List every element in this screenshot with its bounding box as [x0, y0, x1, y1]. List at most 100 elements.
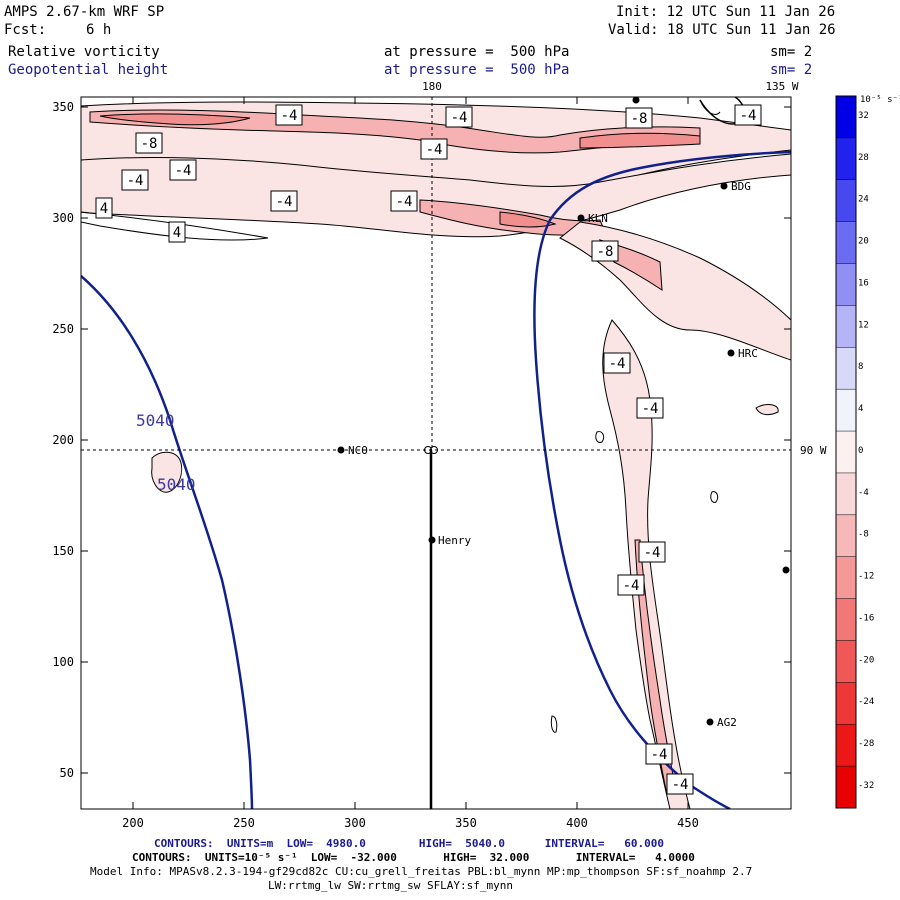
plot-frame	[80, 96, 792, 810]
contour-label: -8	[597, 244, 614, 260]
y-tick-label: 300	[52, 211, 74, 225]
colorbar-swatch	[836, 263, 856, 306]
colorbar-swatch	[836, 682, 856, 725]
footer-physics: LW:rrtmg_lw SW:rrtmg_sw SFLAY:sf_mynn	[268, 879, 514, 892]
vorticity-tail-south	[602, 319, 691, 809]
colorbar-swatch	[836, 766, 856, 808]
colorbar-tick-label: 24	[858, 195, 869, 205]
height-contour-west	[81, 275, 254, 809]
contour-label: 4	[100, 201, 108, 217]
contour-label: -4	[651, 747, 668, 763]
colorbar-tick-label: 20	[858, 237, 869, 247]
colorbar-tick-label: -12	[858, 572, 874, 582]
right-label-90w: 90 W	[800, 444, 827, 457]
colorbar-swatch	[836, 96, 856, 138]
station-label: AG2	[717, 716, 737, 729]
tick-labels: 200 250 300 350 400 450 50 100 150 200 2…	[52, 80, 827, 830]
height-label: 5040	[136, 411, 175, 430]
vorticity-band-north-strong	[99, 113, 251, 126]
height-label: 5040	[157, 475, 196, 494]
footer-height-contours: CONTOURS: UNITS=m LOW= 4980.0 HIGH= 5040…	[154, 837, 664, 850]
valid-time: Valid: 18 UTC Sun 11 Jan 26	[608, 22, 836, 38]
colorbar-tick-label: 12	[858, 320, 869, 330]
colorbar-tick-label: -8	[858, 530, 869, 540]
vorticity-patch-west	[151, 451, 183, 493]
contour-label: -4	[396, 194, 413, 210]
y-tick-label: 250	[52, 322, 74, 336]
station-marker-unlabeled	[632, 96, 640, 104]
colorbar-unit: 10⁻⁵ s⁻¹	[860, 95, 900, 105]
vorticity-patch-sw-2	[595, 431, 605, 443]
contour-label: -4	[609, 356, 626, 372]
vorticity-band-mid	[81, 153, 791, 238]
station-marker-pole-2	[430, 446, 438, 454]
colorbar-tick-labels: 32 28 24 20 16 12 8 4 0 -4 -8 -12 -16 -20 -24 -28 -32	[858, 111, 874, 791]
vorticity-labels: -4 -4 -8 -8 -4 -4 -4 -4 -4 4 4 -4 -8 -4 …	[95, 104, 762, 795]
contour-label: -4	[281, 108, 298, 124]
vorticity-patch-n	[699, 99, 721, 115]
top-label-135w: 135 W	[765, 80, 798, 93]
forecast-label: Fcst:	[4, 22, 47, 38]
contour-label: 4	[173, 225, 181, 241]
station-label: Henry	[438, 534, 471, 547]
stations: NCO Henry KLN BDG HRC AG2	[337, 96, 790, 729]
station-label: BDG	[731, 180, 751, 193]
colorbar-tick-label: 0	[858, 446, 863, 456]
vorticity-patch-southwest	[550, 715, 558, 733]
vorticity-band-north-strong-2	[579, 132, 701, 149]
colorbar-tick-label: 16	[858, 278, 869, 288]
colorbar-swatch	[836, 179, 856, 222]
y-tick-label: 50	[60, 766, 74, 780]
top-label-180: 180	[422, 80, 442, 93]
colorbar-tick-label: -20	[858, 655, 874, 665]
field2-name: Geopotential height	[8, 62, 169, 78]
colorbar-swatch	[836, 137, 856, 180]
vorticity-shading	[81, 97, 791, 809]
colorbar-tick-label: -32	[858, 781, 874, 791]
vorticity-patch-se	[710, 491, 719, 503]
contour-label: -4	[175, 163, 192, 179]
station-marker	[428, 536, 436, 544]
colorbar-tick-label: 32	[858, 111, 869, 121]
footer-model-info: Model Info: MPASv8.2.3-194-gf29cd82c CU:…	[90, 865, 753, 878]
contour-label: -4	[740, 108, 757, 124]
field1-name: Relative vorticity	[8, 44, 160, 60]
contour-label: -4	[451, 110, 468, 126]
x-tick-label: 400	[566, 816, 588, 830]
x-tick-label: 250	[233, 816, 255, 830]
field2-level: at pressure = 500 hPa	[384, 62, 570, 78]
colorbar-tick-label: 4	[858, 404, 863, 414]
colorbar-swatch	[836, 431, 856, 473]
station-label: KLN	[588, 212, 608, 225]
colorbar-swatch	[836, 389, 856, 432]
colorbar-tick-label: -4	[858, 488, 869, 498]
init-time: Init: 12 UTC Sun 11 Jan 26	[616, 4, 836, 20]
colorbar-swatch	[836, 472, 856, 515]
vorticity-patch-e	[755, 404, 779, 416]
x-tick-label: 200	[122, 816, 144, 830]
station-marker	[720, 182, 728, 190]
colorbar-tick-label: -16	[858, 613, 874, 623]
station-marker	[727, 349, 735, 357]
y-tick-label: 200	[52, 433, 74, 447]
field1-level: at pressure = 500 hPa	[384, 44, 570, 60]
contour-label: -8	[631, 111, 648, 127]
colorbar: 10⁻⁵ s⁻¹ 32 28 24 20 16 12 8 4 0 -4 -8 -12 -16 -20 -24…	[835, 95, 900, 809]
station-marker	[706, 718, 714, 726]
colorbar-tick-label: -28	[858, 739, 874, 749]
colorbar-swatch	[836, 598, 856, 641]
colorbar-tick-label: -24	[858, 697, 874, 707]
y-tick-label: 150	[52, 544, 74, 558]
colorbar-swatches	[836, 96, 856, 809]
x-tick-label: 450	[677, 816, 699, 830]
colorbar-swatch	[836, 305, 856, 348]
contour-label: -4	[276, 194, 293, 210]
vorticity-tail-south-core	[634, 539, 677, 791]
contour-label: -4	[642, 401, 659, 417]
model-title: AMPS 2.67-km WRF SP	[4, 4, 165, 20]
contour-label: -4	[623, 578, 640, 594]
station-label: NCO	[348, 444, 368, 457]
y-tick-label: 350	[52, 100, 74, 114]
station-marker-pole	[424, 446, 432, 454]
